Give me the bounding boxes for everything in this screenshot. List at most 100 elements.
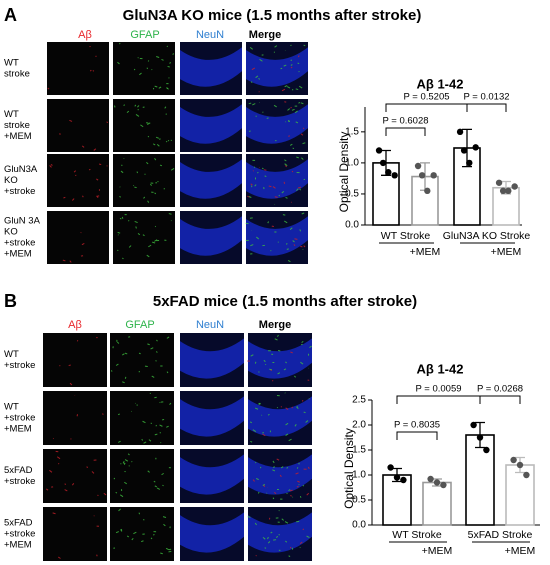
neun-band — [248, 338, 312, 379]
signal — [92, 70, 95, 72]
neun-band — [180, 104, 242, 144]
signal — [272, 186, 276, 189]
signal — [248, 195, 252, 198]
signal — [89, 69, 92, 72]
signal — [124, 481, 128, 485]
signal — [172, 53, 175, 56]
signal — [150, 347, 154, 350]
signal — [286, 492, 288, 495]
signal — [154, 85, 158, 88]
signal — [288, 135, 290, 138]
signal — [250, 440, 253, 443]
signal — [57, 556, 61, 559]
signal — [142, 234, 145, 237]
signal — [138, 512, 141, 515]
signal — [169, 62, 172, 64]
signal — [45, 488, 49, 491]
signal — [119, 217, 122, 220]
neun-haze — [246, 211, 308, 264]
signal — [302, 142, 306, 145]
row-label: +stroke — [4, 186, 35, 197]
signal — [155, 351, 158, 353]
signal — [123, 461, 125, 463]
signal — [301, 157, 304, 160]
signal — [256, 236, 260, 240]
signal — [287, 259, 291, 263]
row-label: +MEM — [4, 540, 32, 551]
signal — [86, 466, 89, 468]
signal — [113, 477, 116, 480]
signal — [285, 540, 288, 543]
signal — [122, 381, 125, 384]
signal — [270, 531, 273, 534]
significance-bracket — [396, 431, 438, 440]
signal — [290, 66, 293, 69]
signal — [148, 244, 152, 248]
signal — [250, 81, 253, 83]
data-point — [523, 471, 530, 479]
signal — [295, 472, 299, 475]
signal — [121, 353, 125, 356]
signal — [156, 143, 160, 147]
data-point — [472, 144, 479, 151]
signal — [254, 407, 259, 410]
signal — [135, 114, 140, 117]
signal — [69, 382, 73, 386]
category-label: +MEM — [491, 246, 522, 258]
y-tick-label: 1.5 — [345, 126, 359, 137]
signal — [274, 196, 278, 198]
micrograph — [113, 154, 175, 207]
signal — [122, 462, 126, 465]
signal — [258, 402, 261, 406]
data-point — [385, 169, 392, 176]
signal — [259, 58, 263, 62]
signal — [255, 461, 257, 464]
signal — [298, 101, 301, 104]
signal — [147, 200, 150, 203]
signal — [267, 536, 269, 540]
signal — [69, 119, 73, 122]
signal — [50, 164, 53, 166]
significance-bracket — [385, 103, 468, 112]
signal — [290, 351, 293, 354]
row-label: GluN 3A — [4, 216, 41, 227]
signal — [143, 441, 147, 444]
signal — [136, 171, 139, 174]
signal — [296, 188, 299, 192]
signal — [96, 178, 99, 181]
signal — [297, 480, 300, 483]
data-point — [387, 464, 394, 471]
group-label: WT Stroke — [392, 529, 442, 541]
neun-haze — [180, 154, 242, 207]
signal — [117, 61, 120, 65]
signal — [118, 440, 121, 443]
signal — [306, 535, 310, 539]
signal — [115, 531, 119, 534]
chart-title: Aβ 1-42 — [417, 361, 464, 376]
neun-band — [180, 338, 244, 379]
signal — [141, 438, 144, 441]
signal — [281, 88, 286, 92]
signal — [167, 139, 170, 142]
signal — [154, 157, 157, 161]
signal — [120, 170, 124, 174]
p-value: P = 0.6028 — [382, 116, 428, 127]
row-label: +stroke — [4, 413, 35, 424]
y-tick-label: 2.0 — [352, 420, 366, 431]
signal — [133, 531, 137, 535]
signal — [143, 196, 146, 199]
row-label: +stroke — [4, 238, 35, 249]
y-tick-label: 0.0 — [345, 220, 359, 231]
p-value: P = 0.8035 — [394, 420, 440, 431]
neun-band — [246, 47, 308, 87]
signal — [165, 140, 168, 143]
signal — [255, 75, 259, 79]
signal — [284, 85, 288, 88]
signal — [267, 221, 270, 224]
signal — [166, 371, 169, 374]
signal — [128, 245, 132, 248]
signal — [156, 487, 161, 490]
neun-haze — [180, 333, 244, 387]
row-label: WT — [4, 58, 19, 69]
